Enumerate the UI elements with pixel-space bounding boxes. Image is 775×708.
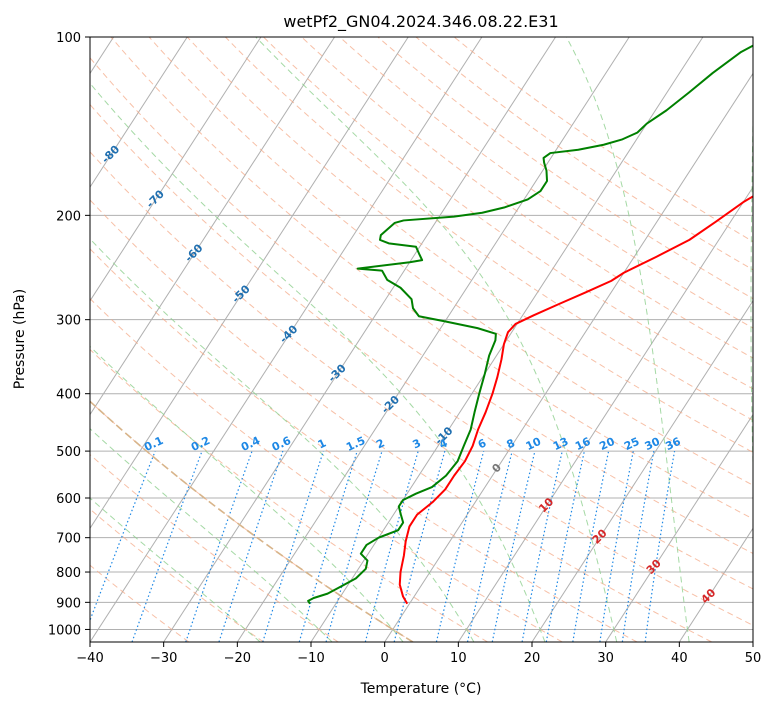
mixing-ratio-line [131,450,203,642]
dry-adiabat [339,37,753,329]
x-tick-label: −40 [76,651,103,666]
x-tick-label: −10 [297,651,324,666]
y-tick-label: 1000 [48,623,81,638]
dewpoint-profile [307,44,753,605]
moist-adiabat [90,345,404,642]
dry-adiabat [90,297,563,642]
isotherm-line [384,72,753,642]
freezing-adiabat [90,400,414,642]
mixing-ratio-label: 36 [663,435,683,453]
y-tick-label: 100 [56,31,81,46]
x-tick-label: −20 [224,651,251,666]
y-tick-label: 900 [56,596,81,611]
moist-adiabat [565,37,690,642]
mixing-ratio-line [621,450,655,642]
x-tick-label: 0 [381,651,389,666]
isotherm-line [457,186,753,642]
moist-adiabat [90,82,546,642]
dry-adiabat [90,199,712,642]
mixing-ratio-label: 16 [573,435,593,453]
dry-adiabat [110,37,753,520]
y-tick-label: 600 [56,492,81,507]
mixing-ratio-line [466,450,513,642]
dry-adiabat [224,37,753,421]
dry-adiabat [90,248,638,642]
mixing-ratio-line [218,450,284,642]
x-axis-title: Temperature (°C) [360,681,482,697]
x-tick-label: 30 [597,651,614,666]
isotherm-line [90,37,483,642]
y-tick-label: 300 [56,314,81,329]
mixing-ratio-label: 13 [551,435,570,453]
dry-adiabat [90,453,339,642]
isotherm-line [90,37,188,189]
mixing-ratio-line [298,450,358,642]
mixing-ratio-line [90,450,156,622]
isotherm-line [163,37,557,642]
plot-frame [89,36,754,643]
mixing-ratio-label: 30 [643,435,663,453]
isotherm-line [678,527,753,642]
mixing-ratio-line [325,450,383,642]
mixing-ratio-line [262,450,325,642]
isotherm-line [236,37,630,642]
temperature-profile [398,195,753,605]
y-tick-label: 500 [56,445,81,460]
y-axis-title: Pressure (hPa) [12,289,28,389]
x-tick-label: 20 [524,651,541,666]
moist-adiabat [255,37,618,642]
dry-adiabat [377,37,753,300]
y-tick-label: 700 [56,532,81,547]
dry-adiabat [90,103,753,590]
isotherm-line [90,37,409,530]
isotherm-line [605,413,753,642]
x-tick-label: −30 [150,651,177,666]
dry-adiabat [263,37,753,390]
mixing-ratio-line [364,450,419,642]
mixing-ratio-label: 20 [597,435,617,453]
chart-title: wetPf2_GN04.2024.346.08.22.E31 [283,12,558,32]
y-tick-label: 800 [56,566,81,581]
isotherm-line [752,641,753,642]
moist-adiabat [750,90,753,480]
moist-adiabat [90,428,333,642]
mixing-ratio-line [393,450,446,642]
isotherm-label: -100 [6,51,35,80]
isotherm-line [90,37,262,302]
moist-adiabat [90,238,475,642]
y-tick-label: 200 [56,209,81,224]
x-tick-label: 10 [450,651,467,666]
isotherm-line [90,37,336,416]
isotherm-line [531,299,753,642]
moist-adiabat [90,497,261,642]
mixing-ratio-label: 10 [524,435,544,453]
y-tick-label: 400 [56,388,81,403]
dry-adiabat [301,37,753,359]
x-tick-label: 40 [671,651,688,666]
x-tick-label: 50 [745,651,762,666]
mixing-ratio-line [644,450,676,642]
mixing-ratio-line [185,450,253,642]
dry-adiabat [90,151,753,626]
isotherm-label: -90 [58,92,81,115]
plot-background [90,37,753,642]
mixing-ratio-label: 25 [622,435,641,453]
dry-adiabat [186,37,753,453]
mixing-ratio-line [435,450,485,642]
